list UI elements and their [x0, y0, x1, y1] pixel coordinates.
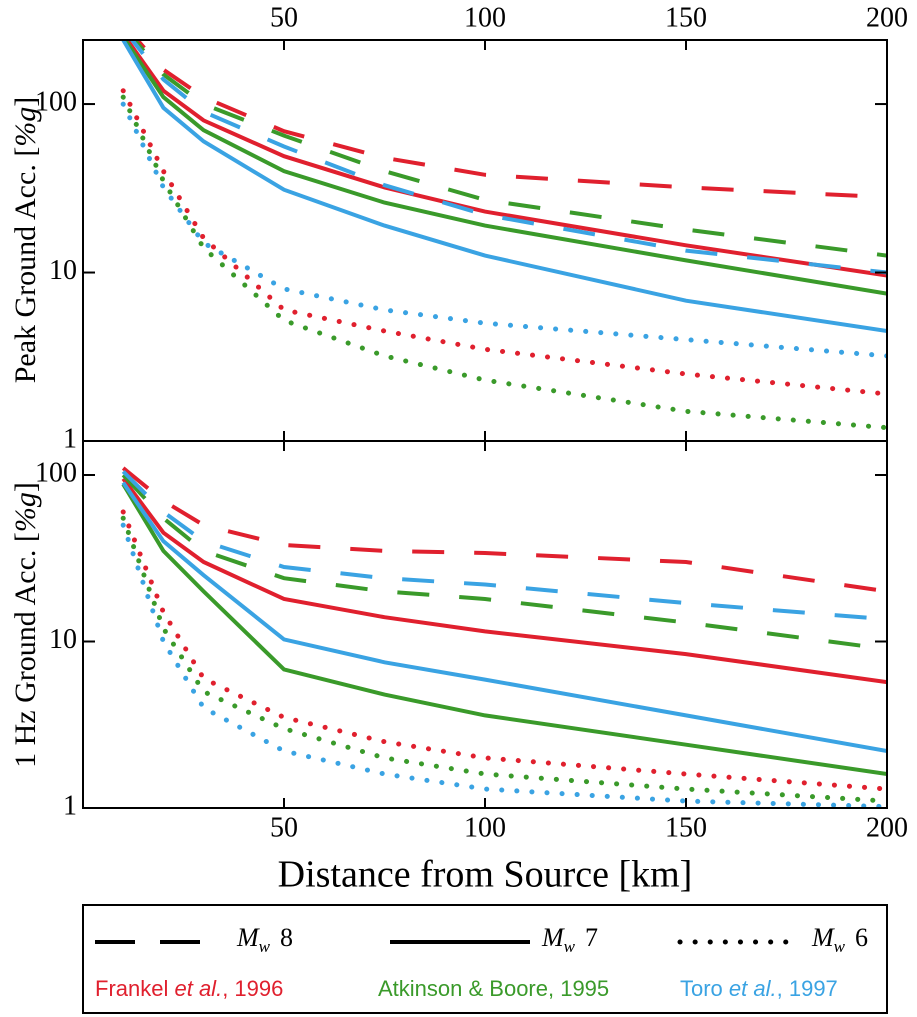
y-tick-label: 10 — [49, 255, 77, 286]
curve — [129, 40, 887, 275]
x-tick-label: 50 — [270, 2, 298, 33]
curve — [120, 509, 887, 792]
author-italic: et al. — [174, 976, 222, 1001]
curve — [121, 477, 887, 685]
legend-subscript: w — [834, 937, 846, 956]
panel-frame — [82, 440, 888, 809]
plot-lines — [120, 40, 887, 431]
legend-subscript: w — [564, 937, 576, 956]
legend-symbol: M — [541, 923, 565, 952]
curve — [134, 40, 887, 200]
y-axis-label-end: ] — [9, 97, 42, 107]
legend-symbol: M — [811, 923, 835, 952]
legend-author: Toro et al., 1997 — [680, 976, 838, 1001]
curve — [120, 101, 887, 359]
legend-value: 8 — [280, 923, 293, 952]
author-year: , 1997 — [777, 976, 838, 1001]
x-axis-label: Distance from Source [km] — [278, 854, 693, 896]
legend-symbol: M — [236, 923, 260, 952]
x-tick-label: 50 — [270, 812, 298, 843]
legend-subscript: w — [259, 937, 271, 956]
curve — [122, 40, 887, 296]
y-axis-label: Peak Ground Acc. [%g] — [9, 97, 42, 384]
legend-label: Mw 8 — [236, 923, 293, 956]
x-tick-label: 150 — [665, 2, 707, 33]
x-tick-label: 150 — [665, 812, 707, 843]
legend-value: 6 — [855, 923, 868, 952]
curve — [120, 88, 887, 397]
author-italic: et al. — [729, 976, 777, 1001]
curve — [120, 515, 887, 804]
y-tick-label: 1 — [63, 790, 77, 821]
curve — [124, 40, 887, 278]
x-tick-label: 200 — [866, 812, 908, 843]
curve — [121, 470, 887, 622]
x-tick-label: 200 — [866, 2, 908, 33]
x-tick-label: 100 — [464, 2, 506, 33]
curve — [121, 473, 887, 652]
curve — [121, 481, 887, 753]
y-tick-label: 10 — [49, 624, 77, 655]
y-tick-label: 1 — [63, 423, 77, 454]
y-axis-label: 1 Hz Ground Acc. [%g] — [9, 482, 42, 768]
author-name: Toro — [680, 976, 729, 1001]
legend-box — [82, 904, 888, 1014]
legend-value: 7 — [585, 923, 598, 952]
curve — [121, 466, 887, 594]
legend-label: Mw 6 — [811, 923, 868, 956]
y-axis-label-unit: %g — [9, 107, 42, 147]
y-axis-label-text: Peak Ground Acc. [ — [9, 147, 42, 384]
y-axis-label-text: 1 Hz Ground Acc. [ — [9, 532, 42, 768]
plot-lines — [120, 466, 887, 808]
y-tick-label: 100 — [35, 86, 77, 117]
y-axis-label-end: ] — [9, 482, 42, 492]
legend-author: Frankel et al., 1996 — [95, 976, 283, 1001]
x-tick-label: 100 — [464, 812, 506, 843]
curve — [120, 522, 887, 808]
author-name: Atkinson & Boore, 1995 — [378, 976, 609, 1001]
y-tick-label: 100 — [35, 457, 77, 488]
legend-author: Atkinson & Boore, 1995 — [378, 976, 609, 1001]
legend-label: Mw 7 — [541, 923, 598, 956]
curve — [132, 40, 887, 258]
author-year: , 1996 — [222, 976, 283, 1001]
curve — [121, 40, 887, 333]
curve — [121, 483, 887, 776]
y-axis-label-unit: %g — [9, 492, 42, 532]
author-name: Frankel — [95, 976, 174, 1001]
curve — [120, 94, 887, 431]
